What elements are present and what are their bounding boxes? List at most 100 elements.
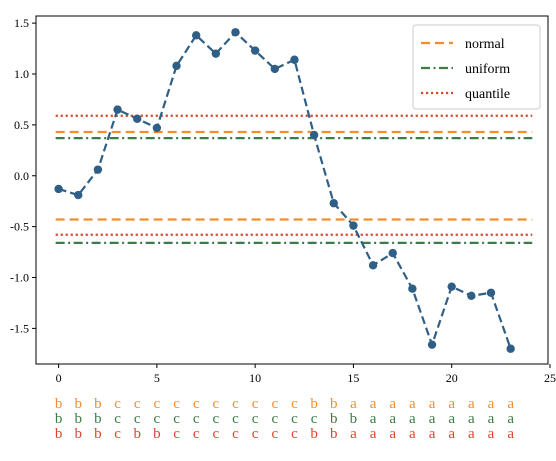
y-tick-label: 0.5 bbox=[14, 118, 29, 132]
x-tick-label: 20 bbox=[446, 371, 458, 385]
symbol-quantile: c bbox=[291, 426, 298, 442]
symbol-normal: b bbox=[330, 396, 338, 412]
symbol-normal: c bbox=[252, 396, 259, 412]
symbol-uniform: a bbox=[389, 411, 396, 427]
symbol-normal: c bbox=[154, 396, 161, 412]
symbol-normal: a bbox=[350, 396, 357, 412]
x-tick-label: 25 bbox=[544, 371, 556, 385]
data-point bbox=[290, 55, 299, 64]
symbol-uniform: c bbox=[134, 411, 141, 427]
symbol-normal: a bbox=[429, 396, 436, 412]
symbol-normal: b bbox=[55, 396, 63, 412]
symbol-uniform: c bbox=[193, 411, 200, 427]
symbol-quantile: a bbox=[350, 426, 357, 442]
symbol-uniform: c bbox=[154, 411, 161, 427]
symbol-normal: c bbox=[271, 396, 278, 412]
y-tick-label: -0.5 bbox=[10, 220, 29, 234]
symbol-quantile: c bbox=[232, 426, 239, 442]
symbol-uniform: c bbox=[173, 411, 180, 427]
symbol-quantile: c bbox=[173, 426, 180, 442]
symbol-quantile: a bbox=[507, 426, 514, 442]
symbol-quantile: c bbox=[213, 426, 220, 442]
data-point bbox=[368, 261, 378, 270]
symbol-uniform: c bbox=[252, 411, 259, 427]
symbol-uniform: a bbox=[468, 411, 475, 427]
symbol-uniform: b bbox=[55, 411, 63, 427]
symbol-normal: a bbox=[488, 396, 495, 412]
data-point bbox=[486, 288, 496, 297]
data-series bbox=[54, 28, 515, 353]
y-tick-label: -1.5 bbox=[10, 321, 29, 335]
data-point bbox=[113, 105, 122, 114]
symbol-quantile: b bbox=[330, 426, 338, 442]
symbol-rows: b b b c c c c c c c c c c b b a a a a a a a a ab b b c c c c c c c c c c c b b… bbox=[55, 396, 514, 442]
legend-label-normal: normal bbox=[465, 37, 505, 52]
symbol-quantile: b bbox=[153, 426, 161, 442]
x-tick-label: 10 bbox=[249, 371, 261, 385]
data-point bbox=[133, 114, 142, 123]
data-point bbox=[506, 344, 515, 353]
symbol-normal: a bbox=[468, 396, 475, 412]
data-point bbox=[74, 190, 83, 200]
symbol-normal: b bbox=[75, 396, 83, 412]
symbol-uniform: a bbox=[429, 411, 436, 427]
symbol-uniform: a bbox=[488, 411, 495, 427]
symbol-uniform: c bbox=[114, 411, 121, 427]
symbol-normal: c bbox=[173, 396, 180, 412]
symbol-quantile: c bbox=[271, 426, 278, 442]
x-tick-label: 5 bbox=[154, 371, 160, 385]
symbol-uniform: b bbox=[75, 411, 83, 427]
symbol-normal: a bbox=[448, 396, 455, 412]
symbol-uniform: c bbox=[311, 411, 318, 427]
plot-frame bbox=[35, 15, 549, 365]
y-tick-label: 0.0 bbox=[14, 169, 29, 183]
symbol-quantile: b bbox=[75, 426, 83, 442]
symbol-uniform: a bbox=[507, 411, 514, 427]
data-point bbox=[152, 123, 162, 133]
symbol-quantile: a bbox=[429, 426, 436, 442]
y-tick-label: 1.0 bbox=[14, 67, 29, 81]
symbol-quantile: a bbox=[468, 426, 475, 442]
symbol-uniform: a bbox=[409, 411, 416, 427]
symbol-quantile: c bbox=[114, 426, 121, 442]
data-point bbox=[250, 46, 260, 55]
data-point bbox=[467, 291, 476, 301]
legend-label-quantile: quantile bbox=[465, 87, 510, 102]
data-point bbox=[349, 221, 358, 230]
symbol-quantile: b bbox=[55, 426, 63, 442]
plot-area bbox=[35, 15, 549, 365]
symbol-normal: c bbox=[114, 396, 121, 412]
symbol-quantile: c bbox=[252, 426, 259, 442]
legend-label-uniform: uniform bbox=[465, 62, 510, 77]
symbol-normal: b bbox=[310, 396, 318, 412]
data-point bbox=[270, 64, 280, 74]
data-point bbox=[388, 248, 397, 258]
symbol-uniform: c bbox=[291, 411, 298, 427]
data-point bbox=[172, 61, 181, 71]
x-tick-label: 15 bbox=[347, 371, 359, 385]
data-point bbox=[447, 282, 456, 291]
reference-lines bbox=[55, 114, 533, 245]
symbol-normal: a bbox=[370, 396, 377, 412]
symbol-uniform: b bbox=[350, 411, 358, 427]
data-point bbox=[408, 284, 417, 293]
symbol-quantile: b bbox=[133, 426, 141, 442]
axes: 0 5 10 15 20 25 -1.5 -1.0 -0.5 0.0 0.5 1.0 1.5 bbox=[10, 16, 556, 385]
symbol-quantile: c bbox=[193, 426, 200, 442]
symbol-quantile: b bbox=[94, 426, 102, 442]
data-point bbox=[54, 184, 63, 194]
y-tick-label: -1.0 bbox=[10, 271, 29, 285]
data-point bbox=[211, 49, 221, 58]
symbol-normal: a bbox=[389, 396, 396, 412]
symbol-normal: c bbox=[213, 396, 220, 412]
data-point bbox=[427, 340, 437, 349]
symbol-quantile: a bbox=[409, 426, 416, 442]
symbol-normal: c bbox=[232, 396, 239, 412]
symbol-normal: b bbox=[94, 396, 102, 412]
symbol-uniform: b bbox=[330, 411, 338, 427]
symbol-normal: a bbox=[507, 396, 514, 412]
symbol-uniform: c bbox=[213, 411, 220, 427]
symbol-quantile: b bbox=[310, 426, 318, 442]
x-tick-label: 0 bbox=[56, 371, 62, 385]
